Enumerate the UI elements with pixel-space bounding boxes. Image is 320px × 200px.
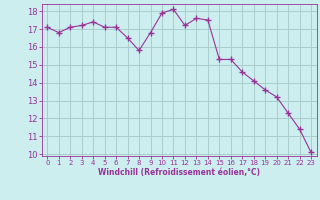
X-axis label: Windchill (Refroidissement éolien,°C): Windchill (Refroidissement éolien,°C) <box>98 168 260 177</box>
